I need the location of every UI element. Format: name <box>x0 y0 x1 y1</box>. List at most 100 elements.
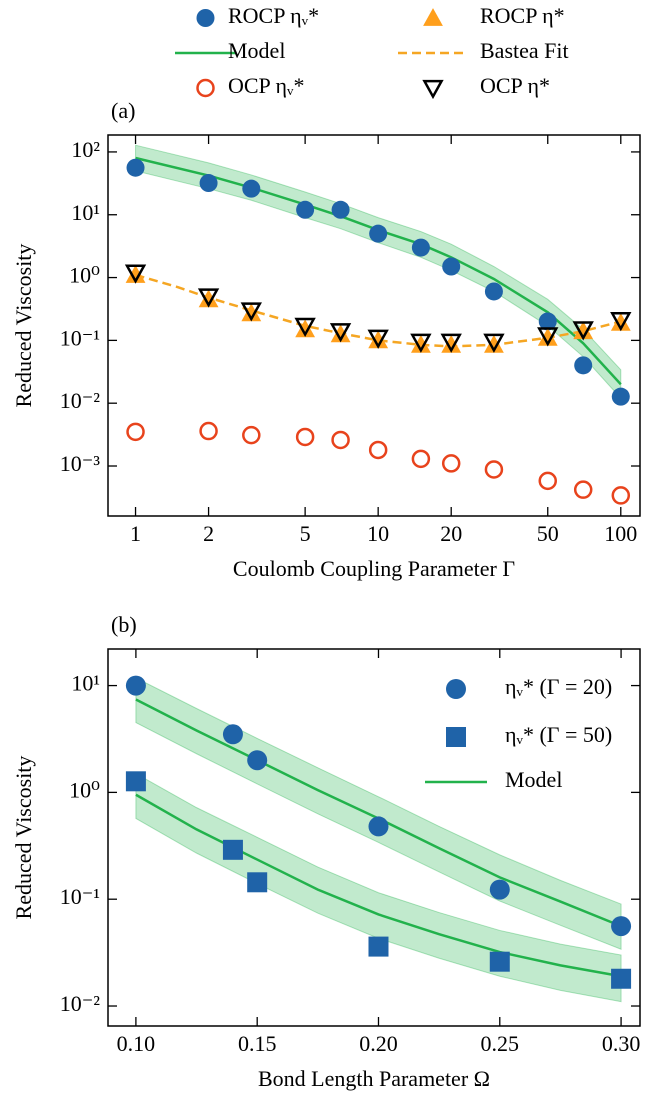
marker <box>440 333 462 353</box>
marker <box>368 330 389 349</box>
marker <box>199 421 218 441</box>
marker <box>294 317 316 338</box>
marker <box>574 356 593 375</box>
legend-marker <box>422 79 444 100</box>
marker <box>410 333 432 353</box>
x-axis-label: Bond Length Parameter Ω <box>258 1066 490 1091</box>
marker <box>368 936 389 957</box>
marker <box>242 425 261 445</box>
marker <box>610 312 632 332</box>
marker <box>329 323 352 343</box>
marker <box>125 771 146 792</box>
x-tick-label: 50 <box>537 521 559 546</box>
marker <box>538 312 557 331</box>
marker <box>330 324 351 343</box>
x-tick-label: 1 <box>130 521 141 546</box>
x-tick-label: 5 <box>300 521 311 546</box>
x-tick-label: 2 <box>203 521 214 546</box>
marker <box>573 480 593 499</box>
marker <box>368 440 388 460</box>
legend-marker <box>446 679 466 699</box>
marker <box>610 312 631 331</box>
x-tick-label: 10 <box>367 521 389 546</box>
x-axis-label: Coulomb Coupling Parameter Γ <box>233 556 515 581</box>
marker <box>242 179 261 198</box>
marker <box>368 816 389 837</box>
marker <box>484 334 504 353</box>
marker <box>441 334 462 353</box>
marker <box>369 224 388 243</box>
marker <box>125 675 146 696</box>
legend-label: OCP ηᵥ* <box>228 73 304 98</box>
x-tick-label: 0.25 <box>481 1031 520 1056</box>
axes-frame <box>107 648 641 1027</box>
legend-marker <box>423 8 443 26</box>
x-tick-label: 20 <box>440 521 462 546</box>
marker <box>489 951 510 972</box>
marker <box>538 471 558 491</box>
y-tick-label: 10⁻² <box>60 388 101 413</box>
x-tick-label: 0.10 <box>117 1031 156 1056</box>
marker <box>295 319 316 338</box>
y-tick-label: 10⁰ <box>69 263 100 288</box>
y-tick-label: 10⁻¹ <box>60 325 100 350</box>
y-tick-label: 10¹ <box>71 200 100 225</box>
marker <box>367 329 389 349</box>
legend-label: Model <box>505 767 562 792</box>
y-tick-label: 10⁻³ <box>60 451 101 476</box>
y-tick-label: 10⁻² <box>60 991 101 1016</box>
legend-label: ROCP ηᵥ* <box>228 3 319 28</box>
legend-label: ηᵥ* (Γ = 20) <box>505 674 612 699</box>
y-tick-label: 10¹ <box>71 671 100 696</box>
legend-marker <box>446 727 466 747</box>
y-tick-label: 10⁰ <box>69 777 100 802</box>
panel-label: (a) <box>111 98 135 123</box>
axes-frame <box>107 134 641 517</box>
marker <box>197 288 220 308</box>
plot-1 <box>125 675 632 1003</box>
legend-label: ηᵥ* (Γ = 50) <box>505 722 612 747</box>
marker <box>611 968 632 989</box>
marker <box>247 872 268 893</box>
legend-label: OCP η* <box>480 73 550 98</box>
marker <box>537 327 558 346</box>
marker <box>611 387 630 406</box>
legend-marker <box>196 78 215 98</box>
x-tick-label: 100 <box>604 521 637 546</box>
y-axis-label: Reduced Viscosity <box>11 756 36 920</box>
y-tick-label: 10² <box>71 137 100 162</box>
marker <box>126 422 145 442</box>
marker <box>572 321 594 341</box>
marker <box>247 750 268 771</box>
marker <box>222 839 243 860</box>
marker <box>241 303 262 322</box>
legend-marker <box>196 9 215 27</box>
legend-label: Model <box>228 38 285 63</box>
marker <box>484 460 504 479</box>
panel-label: (b) <box>111 612 137 637</box>
plot-0 <box>124 144 632 505</box>
y-axis-label: Reduced Viscosity <box>11 244 36 408</box>
x-tick-label: 0.15 <box>238 1031 277 1056</box>
marker <box>611 486 631 505</box>
marker <box>489 879 510 900</box>
legend-label: Bastea Fit <box>480 38 569 63</box>
marker <box>410 334 431 353</box>
marker <box>441 454 461 473</box>
marker <box>442 257 461 276</box>
marker <box>411 449 431 469</box>
marker <box>611 916 632 937</box>
marker <box>537 327 559 347</box>
marker <box>125 265 146 283</box>
marker <box>199 174 218 193</box>
marker <box>124 264 147 284</box>
marker <box>331 430 350 450</box>
marker <box>126 158 145 177</box>
x-tick-label: 0.30 <box>602 1031 641 1056</box>
marker <box>484 282 503 301</box>
legend-label: ROCP η* <box>480 3 565 28</box>
marker <box>240 302 262 322</box>
y-tick-label: 10⁻¹ <box>60 884 100 909</box>
x-tick-label: 0.20 <box>359 1031 398 1056</box>
